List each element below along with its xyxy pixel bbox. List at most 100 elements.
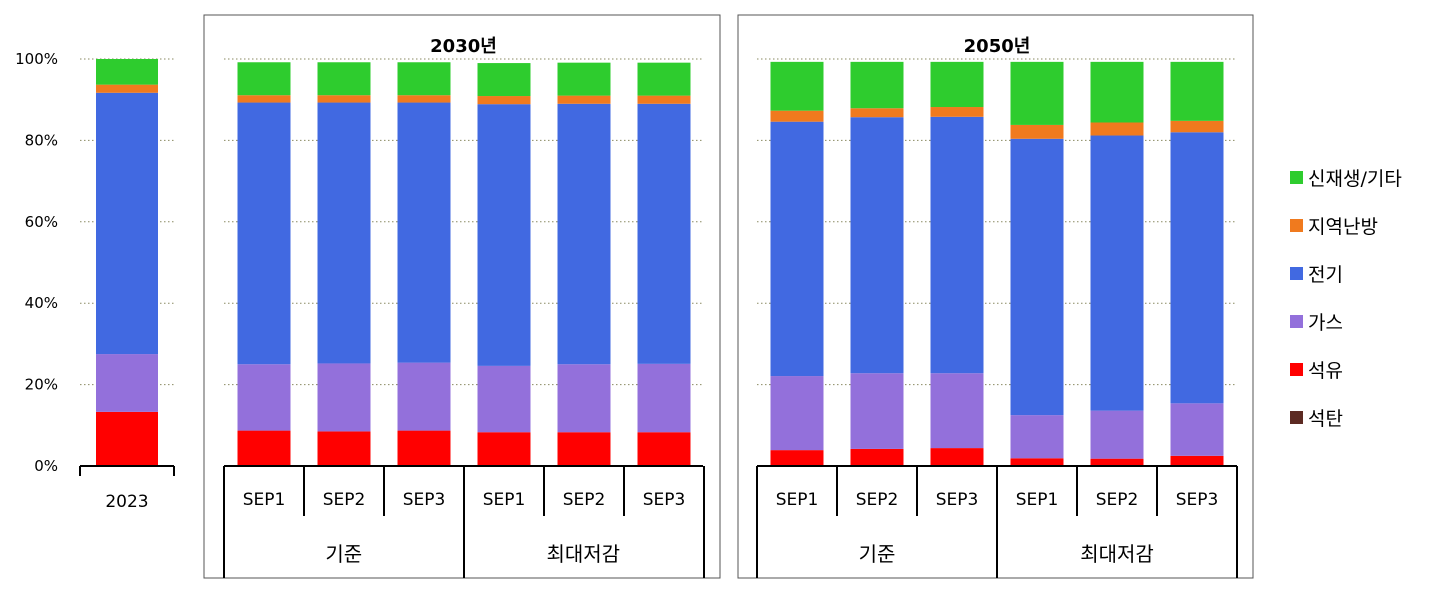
bar-segment: [1170, 120, 1224, 133]
bar-segment: [1090, 135, 1144, 411]
bar-segment: [770, 110, 824, 122]
bar-segment: [317, 431, 371, 466]
bar-segment: [930, 448, 984, 466]
bar-segment: [850, 61, 904, 109]
bar-segment: [1010, 61, 1064, 125]
bar-segment: [930, 116, 984, 374]
category-label: 2023: [105, 492, 148, 512]
bar-segment: [637, 432, 691, 466]
category-label: SEP2: [856, 490, 899, 510]
legend-swatch: [1290, 411, 1303, 424]
bar-segment: [557, 364, 611, 433]
bar-segment: [1090, 410, 1144, 459]
bar-segment: [930, 107, 984, 117]
panel-0: 2023: [79, 58, 175, 512]
group-label: 최대저감: [546, 542, 620, 566]
legend-label: 석유: [1308, 360, 1343, 382]
y-tick-label: 80%: [25, 131, 58, 149]
bar-segment: [317, 102, 371, 364]
category-label: SEP1: [776, 490, 819, 510]
bar-segment: [96, 411, 158, 466]
bar-segment: [96, 59, 158, 85]
bar-segment: [237, 102, 291, 365]
bar-segment: [477, 432, 531, 466]
legend-label: 전기: [1308, 264, 1343, 286]
category-label: SEP3: [643, 490, 686, 510]
legend-swatch: [1290, 219, 1303, 232]
y-tick-label: 60%: [25, 213, 58, 231]
bar-segment: [237, 364, 291, 431]
bar-segment: [1090, 122, 1144, 136]
category-label: SEP1: [1016, 490, 1059, 510]
panel-1: SEP1 SEP2 SEP3 SEP1 SEP2 SEP3 기준 최대저감 2030년: [203, 14, 721, 579]
bar-segment: [557, 432, 611, 466]
y-tick-label: 40%: [25, 294, 58, 312]
y-tick-label: 100%: [15, 50, 58, 68]
bar-segment: [96, 84, 158, 93]
bar-segment: [96, 354, 158, 412]
group-label: 최대저감: [1080, 542, 1154, 566]
bar-segment: [1170, 61, 1224, 121]
group-label: 기준: [325, 542, 362, 566]
bar-segment: [850, 108, 904, 118]
bar-segment: [1090, 61, 1144, 123]
group-label: 기준: [859, 542, 896, 566]
bar-segment: [637, 62, 691, 96]
bar-segment: [1170, 403, 1224, 456]
bar-segment: [397, 62, 451, 96]
bar-segment: [850, 373, 904, 449]
bar-segment: [477, 104, 531, 366]
bar-segment: [237, 95, 291, 103]
legend-swatch: [1290, 315, 1303, 328]
bar-segment: [770, 121, 824, 377]
bar-segment: [557, 95, 611, 104]
bar-segment: [637, 95, 691, 104]
legend-label: 가스: [1308, 312, 1343, 334]
bar-segment: [317, 363, 371, 432]
bar-segment: [1010, 124, 1064, 139]
bar-segment: [96, 92, 158, 355]
bar-segment: [930, 373, 984, 449]
bar-segment: [1010, 415, 1064, 459]
bar-segment: [850, 448, 904, 466]
legend-swatch: [1290, 171, 1303, 184]
bar-segment: [477, 96, 531, 105]
bar-segment: [637, 363, 691, 433]
legend-label: 신재생/기타: [1308, 168, 1402, 190]
legend-swatch: [1290, 267, 1303, 280]
category-label: SEP2: [1096, 490, 1139, 510]
bar-segment: [770, 376, 824, 451]
legend-label: 지역난방: [1308, 216, 1378, 238]
bar-segment: [1010, 458, 1064, 466]
legend-label: 석탄: [1308, 408, 1343, 430]
bar-segment: [397, 102, 451, 363]
bar-segment: [1090, 458, 1144, 466]
bar-segment: [477, 63, 531, 97]
legend-swatch: [1290, 363, 1303, 376]
y-tick-label: 0%: [34, 457, 58, 475]
bar-segment: [397, 95, 451, 103]
bar-segment: [557, 103, 611, 365]
bar-segment: [317, 62, 371, 96]
bar-segment: [237, 430, 291, 466]
panel-2: SEP1 SEP2 SEP3 SEP1 SEP2 SEP3 기준 최대저감 2050년: [737, 14, 1254, 579]
bar-segment: [477, 365, 531, 433]
bar-segment: [317, 95, 371, 103]
category-label: SEP2: [323, 490, 366, 510]
panel-title: 2050년: [964, 36, 1031, 57]
category-label: SEP1: [243, 490, 286, 510]
bar-segment: [637, 103, 691, 364]
category-label: SEP3: [403, 490, 446, 510]
bar-segment: [930, 61, 984, 108]
category-label: SEP1: [483, 490, 526, 510]
category-label: SEP3: [1176, 490, 1219, 510]
bar-segment: [770, 61, 824, 111]
bar-segment: [850, 117, 904, 374]
category-label: SEP3: [936, 490, 979, 510]
bar-segment: [397, 362, 451, 431]
y-tick-label: 20%: [25, 376, 58, 394]
panel-frame: [203, 14, 721, 579]
bar-segment: [1170, 132, 1224, 404]
